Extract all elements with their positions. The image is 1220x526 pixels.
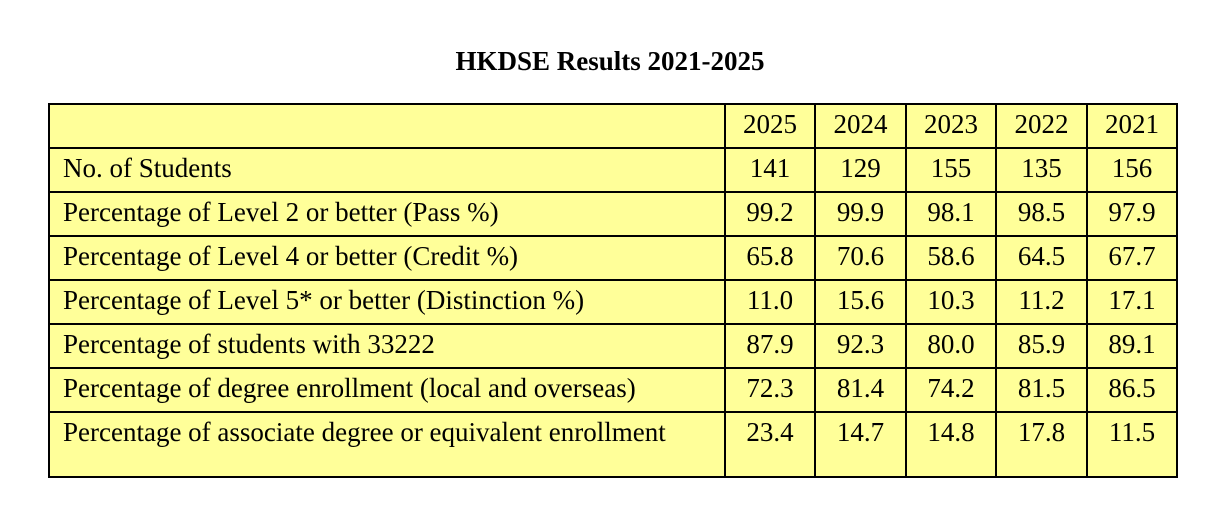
value-cell: 86.5 (1086, 367, 1178, 413)
value-cell: 74.2 (905, 367, 997, 413)
header-year: 2023 (905, 103, 997, 149)
table-row: Percentage of degree enrollment (local a… (48, 367, 1178, 413)
page-title: HKDSE Results 2021-2025 (455, 46, 765, 76)
row-label: Percentage of Level 2 or better (Pass %) (48, 191, 726, 237)
value-cell: 14.8 (905, 411, 997, 478)
value-cell: 155 (905, 147, 997, 193)
header-year: 2024 (814, 103, 907, 149)
value-cell: 11.2 (995, 279, 1088, 325)
header-empty-cell (48, 103, 726, 149)
value-cell: 11.0 (724, 279, 816, 325)
value-cell: 99.2 (724, 191, 816, 237)
value-cell: 64.5 (995, 235, 1088, 281)
row-label: Percentage of degree enrollment (local a… (48, 367, 726, 413)
value-cell: 23.4 (724, 411, 816, 478)
value-cell: 70.6 (814, 235, 907, 281)
header-year: 2022 (995, 103, 1088, 149)
value-cell: 97.9 (1086, 191, 1178, 237)
row-label: Percentage of Level 4 or better (Credit … (48, 235, 726, 281)
value-cell: 135 (995, 147, 1088, 193)
header-year: 2025 (724, 103, 816, 149)
value-cell: 87.9 (724, 323, 816, 369)
value-cell: 65.8 (724, 235, 816, 281)
value-cell: 98.1 (905, 191, 997, 237)
row-label: Percentage of associate degree or equiva… (48, 411, 726, 478)
value-cell: 80.0 (905, 323, 997, 369)
value-cell: 92.3 (814, 323, 907, 369)
value-cell: 141 (724, 147, 816, 193)
value-cell: 129 (814, 147, 907, 193)
row-label: No. of Students (48, 147, 726, 193)
value-cell: 81.4 (814, 367, 907, 413)
row-label: Percentage of Level 5* or better (Distin… (48, 279, 726, 325)
value-cell: 58.6 (905, 235, 997, 281)
value-cell: 98.5 (995, 191, 1088, 237)
value-cell: 17.1 (1086, 279, 1178, 325)
value-cell: 85.9 (995, 323, 1088, 369)
value-cell: 11.5 (1086, 411, 1178, 478)
table-header-row: 2025 2024 2023 2022 2021 (48, 103, 1178, 149)
table-row: No. of Students 141 129 155 135 156 (48, 147, 1178, 193)
value-cell: 81.5 (995, 367, 1088, 413)
value-cell: 99.9 (814, 191, 907, 237)
row-label: Percentage of students with 33222 (48, 323, 726, 369)
table-row: Percentage of students with 33222 87.9 9… (48, 323, 1178, 369)
value-cell: 10.3 (905, 279, 997, 325)
results-table: 2025 2024 2023 2022 2021 No. of Students… (48, 103, 1178, 478)
table-row: Percentage of Level 2 or better (Pass %)… (48, 191, 1178, 237)
table-row: Percentage of Level 5* or better (Distin… (48, 279, 1178, 325)
header-year: 2021 (1086, 103, 1178, 149)
value-cell: 67.7 (1086, 235, 1178, 281)
value-cell: 17.8 (995, 411, 1088, 478)
table-row: Percentage of Level 4 or better (Credit … (48, 235, 1178, 281)
value-cell: 15.6 (814, 279, 907, 325)
table-row: Percentage of associate degree or equiva… (48, 411, 1178, 478)
value-cell: 156 (1086, 147, 1178, 193)
value-cell: 89.1 (1086, 323, 1178, 369)
value-cell: 72.3 (724, 367, 816, 413)
value-cell: 14.7 (814, 411, 907, 478)
